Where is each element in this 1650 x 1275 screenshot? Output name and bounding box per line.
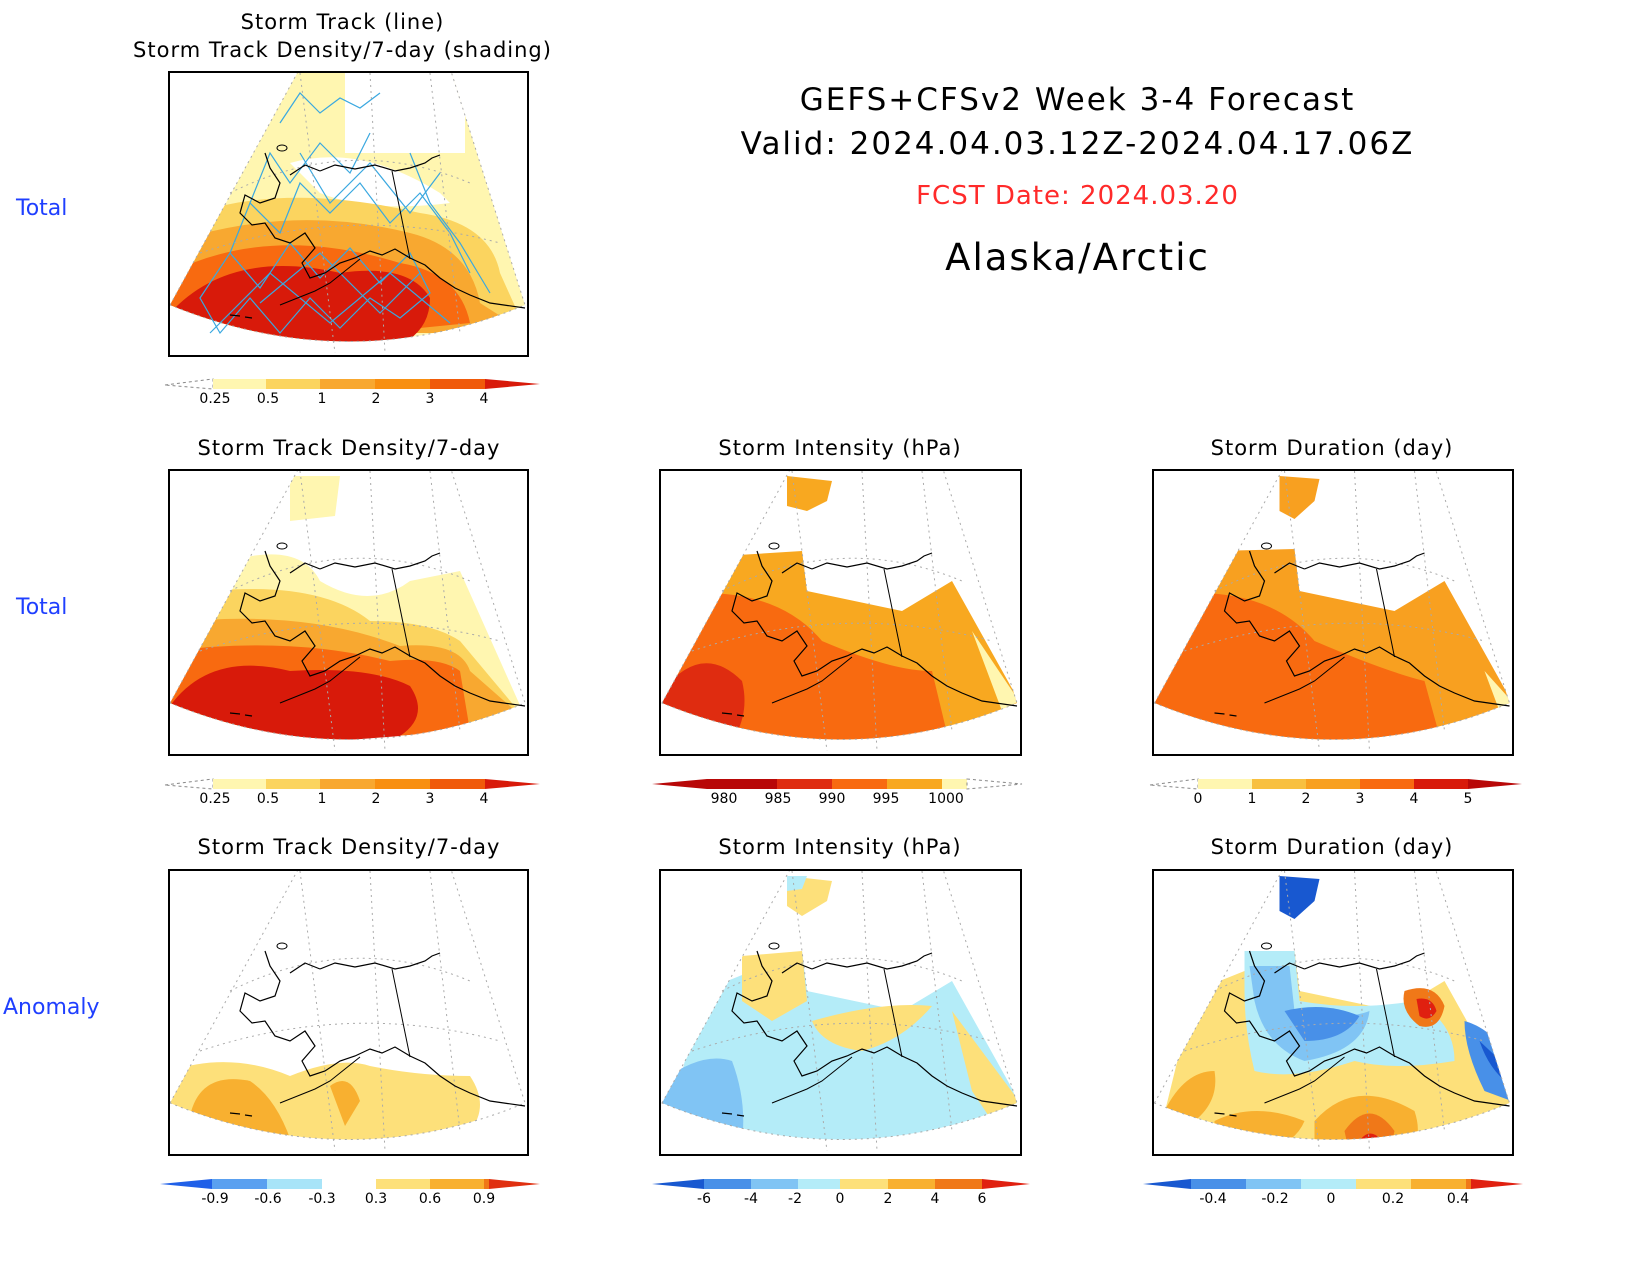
colorbar-duration-total: 0 1 2 3 4 5 (1149, 777, 1525, 807)
colorbar-density-total: 0.25 0.5 1 2 3 4 (164, 777, 540, 807)
cb-dur-anom-label-4: 0.4 (1447, 1191, 1469, 1207)
cb-top-label-0: 0.25 (199, 391, 230, 407)
top-panel-title-2: Storm Track Density/7-day (shading) (133, 38, 552, 62)
intensity-anom-map (659, 869, 1022, 1156)
header-fcst-date: FCST Date: 2024.03.20 (916, 181, 1239, 211)
cb-top-label-1: 0.5 (257, 391, 279, 407)
cb-duration-label-5: 5 (1464, 791, 1473, 807)
cb-top-label-4: 3 (426, 391, 435, 407)
density-total-title: Storm Track Density/7-day (197, 436, 501, 460)
row-label-anomaly: Anomaly (3, 995, 100, 1020)
cb-intensity-label-0: 980 (711, 791, 738, 807)
header-title: GEFS+CFSv2 Week 3-4 Forecast (799, 82, 1356, 118)
cb-int-anom-label-3: 0 (836, 1191, 845, 1207)
row-label-total-2: Total (16, 595, 68, 620)
cb-int-anom-label-5: 4 (931, 1191, 940, 1207)
row-label-total-1: Total (16, 196, 68, 221)
cb-intensity-label-2: 990 (819, 791, 846, 807)
cb-int-anom-label-2: -2 (788, 1191, 802, 1207)
cb-int-anom-label-1: -4 (744, 1191, 758, 1207)
cb-dur-anom-label-2: 0 (1327, 1191, 1336, 1207)
density-total-map (168, 469, 529, 756)
cb-intensity-label-3: 995 (873, 791, 900, 807)
density-anom-map (168, 869, 529, 1156)
duration-total-map (1152, 469, 1514, 756)
cb-int-anom-label-4: 2 (884, 1191, 893, 1207)
cb-dur-anom-label-3: 0.2 (1382, 1191, 1404, 1207)
header-region: Alaska/Arctic (945, 236, 1210, 279)
duration-anom-title: Storm Duration (day) (1210, 835, 1454, 859)
cb-duration-label-0: 0 (1194, 791, 1203, 807)
colorbar-intensity-total: 980 985 990 995 1000 (652, 777, 1027, 807)
density-anom-title: Storm Track Density/7-day (197, 835, 501, 859)
duration-total-title: Storm Duration (day) (1210, 436, 1454, 460)
cb-density-label-0: 0.25 (199, 791, 230, 807)
cb-int-anom-label-6: 6 (978, 1191, 987, 1207)
cb-intensity-label-1: 985 (765, 791, 792, 807)
intensity-anom-title: Storm Intensity (hPa) (718, 835, 962, 859)
intensity-total-map (659, 469, 1022, 756)
cb-dens-anom-label-5: 0.9 (473, 1191, 495, 1207)
colorbar-duration-anom: -0.4 -0.2 0 0.2 0.4 (1143, 1177, 1523, 1207)
cb-dens-anom-label-3: 0.3 (365, 1191, 387, 1207)
cb-dens-anom-label-4: 0.6 (419, 1191, 441, 1207)
colorbar-top-density: 0.25 0.5 1 2 3 4 (164, 377, 540, 407)
cb-top-label-2: 1 (318, 391, 327, 407)
cb-dens-anom-label-1: -0.6 (254, 1191, 281, 1207)
storm-track-lines (199, 92, 491, 335)
cb-duration-label-1: 1 (1248, 791, 1257, 807)
top-map-panel (168, 71, 529, 357)
cb-density-label-5: 4 (480, 791, 489, 807)
cb-density-label-3: 2 (372, 791, 381, 807)
cb-dens-anom-label-0: -0.9 (201, 1191, 228, 1207)
top-panel-title-1: Storm Track (line) (240, 10, 445, 34)
cb-duration-label-2: 2 (1302, 791, 1311, 807)
cb-dur-anom-label-0: -0.4 (1199, 1191, 1226, 1207)
cb-density-label-4: 3 (426, 791, 435, 807)
cb-top-label-3: 2 (372, 391, 381, 407)
cb-dur-anom-label-1: -0.2 (1261, 1191, 1288, 1207)
cb-dens-anom-label-2: -0.3 (308, 1191, 335, 1207)
cb-density-label-2: 1 (318, 791, 327, 807)
duration-anom-map (1152, 869, 1514, 1156)
cb-duration-label-3: 3 (1356, 791, 1365, 807)
header-valid-range: Valid: 2024.04.03.12Z-2024.04.17.06Z (740, 126, 1415, 162)
cb-density-label-1: 0.5 (257, 791, 279, 807)
cb-duration-label-4: 4 (1410, 791, 1419, 807)
cb-int-anom-label-0: -6 (697, 1191, 711, 1207)
cb-top-label-5: 4 (480, 391, 489, 407)
colorbar-density-anom: -0.9 -0.6 -0.3 0.3 0.6 0.9 (160, 1177, 540, 1207)
intensity-total-title: Storm Intensity (hPa) (718, 436, 962, 460)
cb-intensity-label-4: 1000 (928, 791, 964, 807)
colorbar-intensity-anom: -6 -4 -2 0 2 4 6 (652, 1177, 1030, 1207)
